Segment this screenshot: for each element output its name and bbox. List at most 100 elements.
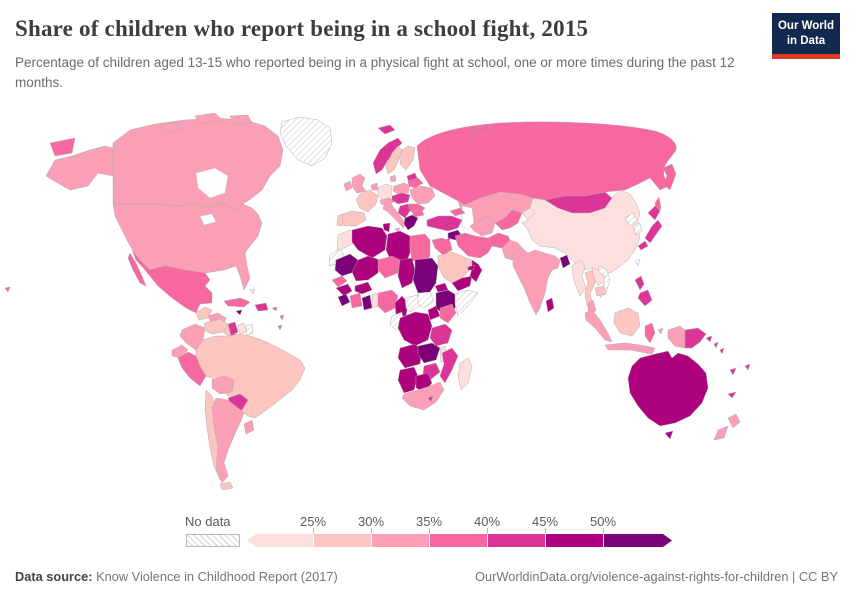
country-sri-lanka[interactable] <box>545 297 555 313</box>
country-portugal[interactable] <box>336 213 344 227</box>
country-papua-new-guinea[interactable] <box>684 327 707 349</box>
country-new-caledonia[interactable] <box>727 391 737 399</box>
country-sierra-leone-liberia[interactable] <box>337 293 351 307</box>
country-niger[interactable] <box>377 255 401 279</box>
country-ghana[interactable] <box>361 294 373 311</box>
country-chad[interactable] <box>397 257 416 289</box>
country-dr-congo[interactable] <box>397 311 433 347</box>
country-ireland[interactable] <box>343 180 353 192</box>
country-algeria[interactable] <box>351 225 388 259</box>
country-namibia[interactable] <box>397 366 419 394</box>
country-japan-kyushu[interactable] <box>637 240 649 251</box>
country-canada-arctic-1[interactable] <box>159 121 183 134</box>
country-guinea[interactable] <box>335 283 353 297</box>
country-mexico-baja[interactable] <box>127 252 147 287</box>
country-burkina-faso[interactable] <box>354 281 373 295</box>
country-guatemala[interactable] <box>195 306 213 321</box>
country-japan-hokkaido[interactable] <box>647 205 661 221</box>
country-china[interactable] <box>521 189 641 274</box>
country-philippines-luzon[interactable] <box>634 275 645 291</box>
country-lesser-antilles-1[interactable] <box>279 314 285 321</box>
country-new-zealand-south[interactable] <box>713 425 729 441</box>
country-turkmenistan[interactable] <box>469 215 496 237</box>
country-bahamas[interactable] <box>249 288 256 295</box>
legend-seg-35-40[interactable] <box>429 534 487 547</box>
country-myanmar[interactable] <box>571 259 587 297</box>
country-north-korea[interactable] <box>624 212 638 227</box>
country-puerto-rico[interactable] <box>271 306 278 312</box>
country-solomon-islands-1[interactable] <box>713 341 719 349</box>
country-philippines-mindanao[interactable] <box>637 289 653 307</box>
country-new-zealand-north[interactable] <box>727 413 741 429</box>
legend-seg-lt25[interactable] <box>247 534 313 547</box>
country-canada-arctic-3[interactable] <box>229 114 253 126</box>
country-angola[interactable] <box>397 343 423 369</box>
country-india[interactable] <box>512 247 561 316</box>
country-uruguay[interactable] <box>243 419 255 435</box>
country-bulgaria[interactable] <box>411 209 425 218</box>
country-iceland[interactable] <box>377 124 396 135</box>
country-iran[interactable] <box>454 232 493 259</box>
country-russia-novaya-zemlya[interactable] <box>469 124 495 138</box>
country-italy-sicily[interactable] <box>394 227 401 233</box>
country-tasmania[interactable] <box>664 430 674 440</box>
country-italy[interactable] <box>382 201 407 229</box>
country-tunisia[interactable] <box>382 222 391 233</box>
country-russia-west-fragment[interactable] <box>49 137 76 157</box>
country-hawaii[interactable] <box>4 286 11 293</box>
country-cameroon[interactable] <box>394 295 409 317</box>
country-taiwan[interactable] <box>634 258 641 267</box>
country-suriname[interactable] <box>237 322 247 335</box>
country-iraq[interactable] <box>431 237 453 256</box>
legend-seg-45-50[interactable] <box>545 534 603 547</box>
country-south-korea[interactable] <box>632 222 643 236</box>
country-finland[interactable] <box>399 145 416 171</box>
country-south-sudan[interactable] <box>417 291 435 309</box>
country-russia[interactable] <box>416 121 677 206</box>
country-indonesia-sumatra[interactable] <box>584 309 613 343</box>
legend-no-data-swatch[interactable] <box>186 534 240 547</box>
country-denmark[interactable] <box>389 174 397 183</box>
country-bolivia[interactable] <box>211 375 235 395</box>
country-papua-indonesia[interactable] <box>667 325 686 349</box>
country-fiji[interactable] <box>744 363 751 371</box>
country-french-guiana[interactable] <box>245 323 254 336</box>
country-greece[interactable] <box>403 214 419 231</box>
country-czech-slovakia-hungary[interactable] <box>391 192 411 205</box>
footer-license-link[interactable]: OurWorldinData.org/violence-against-righ… <box>475 569 838 584</box>
country-venezuela[interactable] <box>203 318 229 335</box>
country-south-africa[interactable] <box>401 381 445 411</box>
country-lesser-antilles-2[interactable] <box>277 324 283 331</box>
country-cote-divoire[interactable] <box>349 292 363 309</box>
legend-seg-30-35[interactable] <box>371 534 429 547</box>
country-australia[interactable] <box>627 350 709 427</box>
country-bangladesh[interactable] <box>559 254 571 269</box>
country-guyana[interactable] <box>227 321 239 337</box>
legend-seg-40-45[interactable] <box>487 534 545 547</box>
country-canada[interactable] <box>112 117 284 211</box>
country-vietnam[interactable] <box>597 265 611 299</box>
country-brazil[interactable] <box>195 333 306 419</box>
country-belarus[interactable] <box>407 177 424 189</box>
country-indonesia-java[interactable] <box>604 342 656 355</box>
country-cuba[interactable] <box>223 297 251 308</box>
country-nigeria[interactable] <box>377 289 399 314</box>
country-senegal[interactable] <box>331 275 348 288</box>
country-tierra-del-fuego[interactable] <box>219 481 234 491</box>
country-turkey[interactable] <box>426 215 463 232</box>
country-canada-arctic-2[interactable] <box>194 113 223 125</box>
country-solomon-islands-2[interactable] <box>719 347 725 355</box>
country-lesotho[interactable] <box>427 395 434 403</box>
country-mexico[interactable] <box>131 249 213 314</box>
country-russia-kamchatka[interactable] <box>662 163 677 191</box>
country-uzbekistan[interactable] <box>494 209 523 231</box>
country-oman[interactable] <box>469 259 483 283</box>
country-madagascar[interactable] <box>457 357 473 391</box>
legend-seg-gt50[interactable] <box>603 534 672 547</box>
country-indonesia-moluccas[interactable] <box>657 327 664 335</box>
country-ecuador[interactable] <box>171 344 189 359</box>
country-spain[interactable] <box>339 210 367 227</box>
country-somalia[interactable] <box>454 289 479 317</box>
country-netherlands-belgium[interactable] <box>370 182 379 191</box>
country-france[interactable] <box>355 189 379 213</box>
